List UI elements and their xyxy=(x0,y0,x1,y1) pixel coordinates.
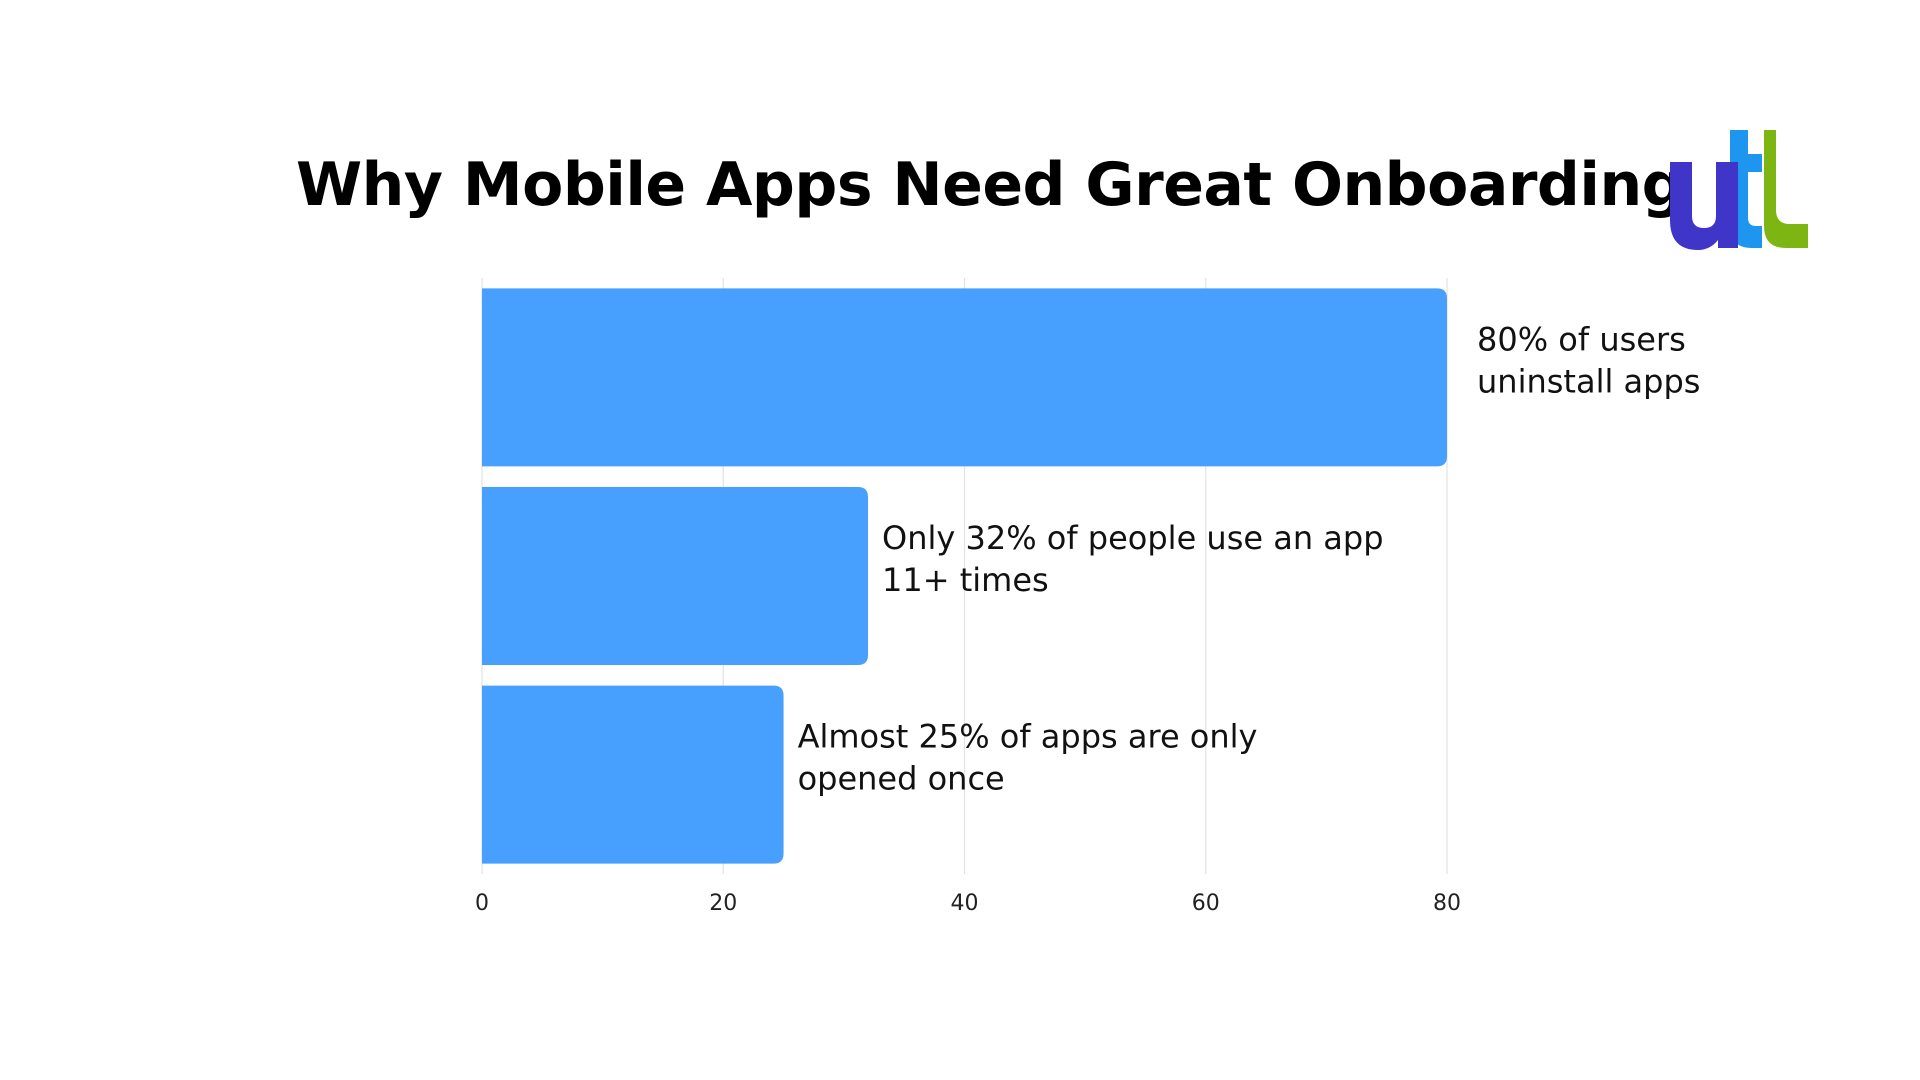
x-tick-label: 40 xyxy=(951,891,979,916)
bar xyxy=(482,685,784,864)
data-label: Only 32% of people use an app 11+ times xyxy=(882,519,1384,599)
data-label-line: uninstall apps xyxy=(1477,362,1700,400)
chart-title: Why Mobile Apps Need Great Onboarding xyxy=(296,150,1685,220)
logo-u-shape xyxy=(1670,162,1738,250)
data-label-line: opened once xyxy=(798,760,1005,798)
x-tick-label: 80 xyxy=(1433,891,1461,916)
utl-logo xyxy=(1670,130,1808,250)
x-tick-label: 20 xyxy=(709,891,737,916)
data-label-line: Almost 25% of apps are only xyxy=(798,718,1258,756)
data-label: 80% of users uninstall apps xyxy=(1477,320,1700,400)
x-tick-label: 0 xyxy=(475,891,489,916)
data-label-line: 80% of users xyxy=(1477,320,1686,358)
data-label-line: Only 32% of people use an app xyxy=(882,519,1384,557)
data-label-line: 11+ times xyxy=(882,561,1049,599)
bar xyxy=(482,288,1447,467)
x-tick-label: 60 xyxy=(1192,891,1220,916)
logo-l-shape xyxy=(1764,130,1808,248)
bar xyxy=(482,487,868,665)
data-label: Almost 25% of apps are only opened once xyxy=(798,718,1258,798)
